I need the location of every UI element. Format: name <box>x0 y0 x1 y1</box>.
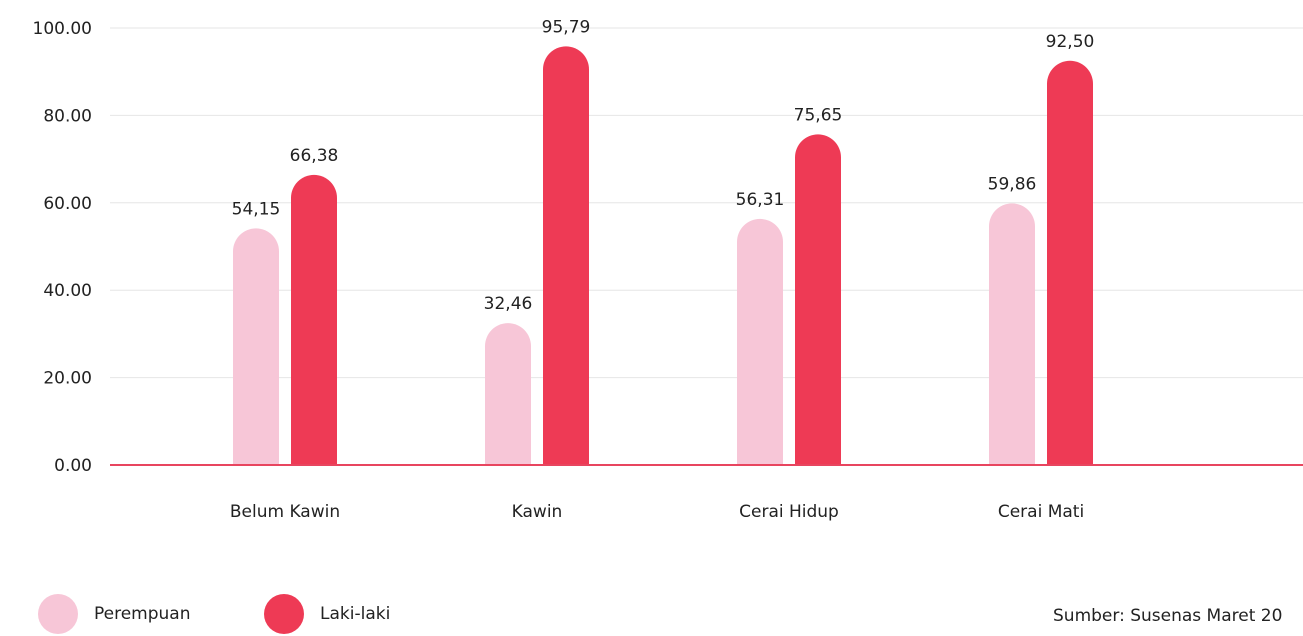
source-note: Sumber: Susenas Maret 20 <box>1053 606 1283 626</box>
data-label: 66,38 <box>290 146 339 166</box>
y-tick-label: 100.00 <box>33 19 92 39</box>
x-category-label: Cerai Mati <box>998 502 1084 522</box>
y-tick-label: 60.00 <box>43 194 92 214</box>
x-category-label: Kawin <box>512 502 563 522</box>
bar-perempuan <box>233 228 279 465</box>
legend-item-laki-laki: Laki-laki <box>264 594 390 634</box>
bar-perempuan <box>989 203 1035 465</box>
data-label: 75,65 <box>794 105 843 125</box>
data-label: 56,31 <box>736 190 785 210</box>
bar-laki-laki <box>795 134 841 466</box>
bar-laki-laki <box>291 174 337 465</box>
legend-swatch-laki-laki <box>264 594 304 634</box>
data-label: 32,46 <box>484 294 533 314</box>
legend-item-perempuan: Perempuan <box>38 594 191 634</box>
bar-laki-laki <box>543 46 589 465</box>
x-category-label: Cerai Hidup <box>739 502 839 522</box>
data-label: 95,79 <box>542 17 591 37</box>
bar-perempuan <box>737 218 783 465</box>
y-tick-label: 20.00 <box>43 369 92 389</box>
data-label: 54,15 <box>232 199 281 219</box>
data-label: 59,86 <box>988 174 1037 194</box>
y-tick-label: 0.00 <box>54 456 92 476</box>
x-category-label: Belum Kawin <box>230 502 340 522</box>
y-tick-label: 80.00 <box>43 106 92 126</box>
y-tick-label: 40.00 <box>43 281 92 301</box>
legend-label-perempuan: Perempuan <box>94 604 191 624</box>
legend-swatch-perempuan <box>38 594 78 634</box>
legend-label-laki-laki: Laki-laki <box>320 604 391 624</box>
data-label: 92,50 <box>1046 32 1095 52</box>
bar-perempuan <box>485 323 531 465</box>
bar-laki-laki <box>1047 60 1093 466</box>
